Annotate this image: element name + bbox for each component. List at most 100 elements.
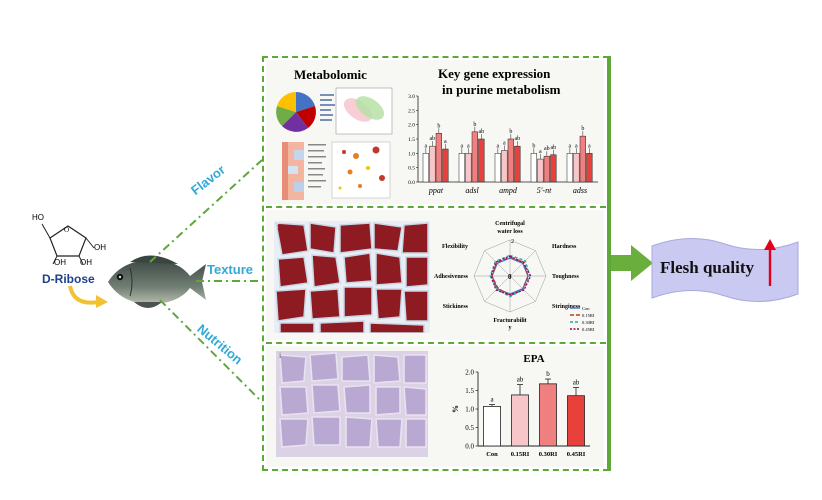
branch-label-texture: Texture — [207, 262, 253, 277]
significance-letter: b — [532, 143, 535, 149]
bar — [442, 148, 449, 183]
y-tick-label: 0.0 — [465, 443, 474, 451]
y-tick-label: 1.5 — [465, 387, 474, 395]
category-label: adsl — [465, 186, 479, 195]
bar — [422, 153, 429, 183]
category-label: Con — [486, 451, 498, 458]
significance-letter: b — [546, 370, 550, 378]
d-ribose-structure: O — [41, 223, 95, 265]
y-tick-label: 1.0 — [465, 406, 474, 414]
radar-axis-label: Toughness — [552, 274, 579, 280]
radar-series — [489, 254, 531, 298]
significance-letter: a — [467, 143, 470, 149]
significance-letter: ab — [544, 146, 550, 152]
texture-radar-chart: 0 2 Centrifugal water loss Hardness Toughness… — [434, 221, 595, 332]
category-label: 0.15RI — [511, 451, 530, 458]
gene-expression-title: in purine metabolism — [442, 82, 561, 97]
oh-label: OH — [54, 258, 66, 267]
significance-letter: a — [490, 396, 494, 404]
category-label: adss — [573, 186, 587, 195]
bar — [530, 153, 537, 183]
panel-divider — [266, 342, 606, 344]
legend-label: 0.45RI — [582, 327, 595, 332]
radar-axis-label: Centrifugal — [495, 221, 525, 227]
radar-axis-label: y — [509, 325, 512, 331]
legend-label: Con — [582, 306, 590, 311]
significance-letter: a — [575, 143, 578, 149]
bar — [566, 153, 573, 183]
bar — [537, 158, 544, 183]
bar — [501, 150, 508, 183]
epa-bar-chart: EPA% 0.0 0.5 1.0 1.5 2.0 a Con ab 0.15RI b 0.30RI ab… — [452, 353, 590, 458]
category-label: ppat — [428, 186, 444, 195]
frame-right-edge — [607, 56, 611, 471]
metabolomic-thumbnails — [276, 87, 393, 200]
bar — [429, 145, 436, 183]
significance-letter: a — [461, 143, 464, 149]
significance-letter: a — [425, 143, 428, 149]
category-label: 5'-nt — [537, 186, 552, 195]
radar-axis-label: Stickiness — [443, 304, 469, 310]
bar — [543, 155, 550, 183]
significance-letter: b — [473, 122, 476, 128]
bar — [458, 153, 465, 183]
svg-text:O: O — [64, 226, 69, 234]
flesh-quality-banner — [651, 237, 799, 303]
micrograph-letter: f — [276, 221, 279, 230]
significance-letter: b — [437, 123, 440, 129]
bar — [550, 154, 557, 183]
significance-letter: a — [588, 143, 591, 149]
bar — [471, 131, 478, 183]
significance-letter: ab — [515, 136, 521, 142]
category-label: ampd — [499, 186, 518, 195]
radar-axis-label: Stringiness — [552, 304, 581, 310]
radar-tick-label: 0 — [508, 273, 512, 281]
radar-tick-label: 2 — [511, 239, 514, 245]
bar — [478, 138, 485, 183]
significance-letter: ab — [517, 376, 524, 384]
significance-letter: a — [444, 139, 447, 145]
bar — [483, 406, 501, 447]
d-ribose-label: D-Ribose — [42, 272, 95, 286]
y-axis-label: % — [452, 405, 460, 413]
radar-axis-label: water loss — [497, 229, 523, 235]
bar — [465, 153, 472, 183]
y-tick-label: 2.5 — [408, 108, 415, 114]
significance-letter: b — [581, 126, 584, 132]
significance-letter: ab — [573, 379, 580, 387]
green-arrow-icon — [611, 245, 653, 281]
oh-label: HO — [32, 213, 44, 222]
significance-letter: a — [503, 140, 506, 146]
bar — [514, 145, 521, 183]
radar-axis-label: Hardness — [552, 244, 577, 250]
radar-axis-label: Flexibility — [442, 244, 468, 250]
category-label: 0.45RI — [567, 451, 586, 458]
curved-arrow-icon — [68, 285, 108, 308]
oh-label: OH — [94, 243, 106, 252]
bar — [507, 138, 514, 183]
y-tick-label: 0.0 — [408, 180, 415, 186]
legend-label: 0.30RI — [582, 320, 595, 325]
significance-letter: a — [539, 149, 542, 155]
significance-letter: a — [569, 143, 572, 149]
radar-axis-label: Adhesiveness — [434, 274, 469, 280]
bar — [494, 153, 501, 183]
y-tick-label: 3.0 — [408, 94, 415, 100]
significance-letter: ab — [430, 136, 436, 142]
significance-letter: a — [497, 143, 500, 149]
significance-letter: ab — [551, 145, 557, 151]
category-label: 0.30RI — [539, 451, 558, 458]
bar — [573, 153, 580, 183]
flesh-quality-label: Flesh quality — [660, 258, 754, 277]
increase-arrow-icon — [764, 239, 776, 286]
micrograph-letter: i — [279, 351, 282, 360]
y-tick-label: 2.0 — [465, 369, 474, 377]
bar — [579, 135, 586, 183]
bar — [511, 394, 529, 447]
y-tick-label: 0.5 — [465, 424, 474, 432]
y-tick-label: 0.5 — [408, 166, 415, 172]
radar-series — [491, 257, 529, 295]
gene-expression-title: Key gene expression — [438, 66, 551, 81]
y-tick-label: 1.0 — [408, 151, 415, 157]
